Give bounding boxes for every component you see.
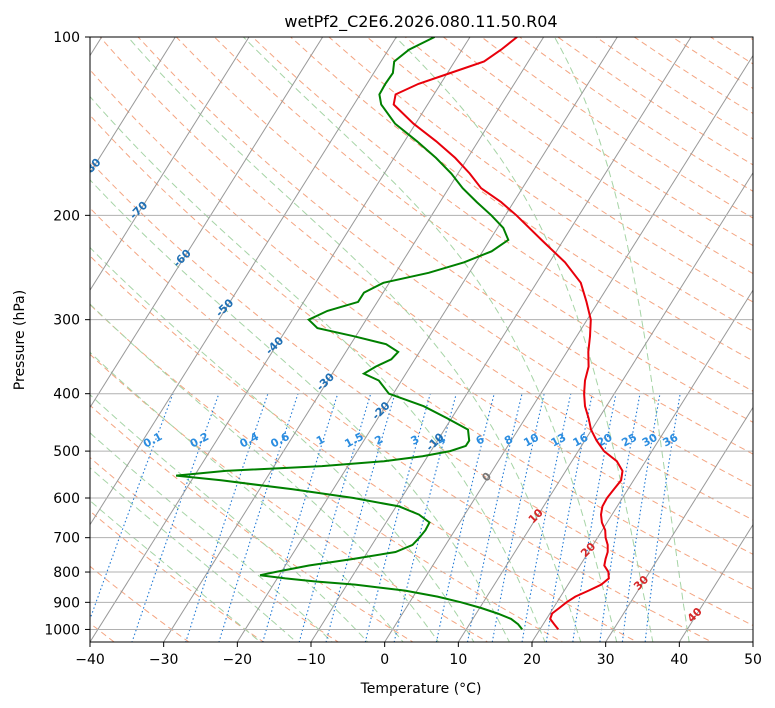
x-tick-label: −40 [75,652,105,668]
isobar-gridlines [90,37,753,630]
x-tick-label: −20 [223,652,253,668]
mixing-ratio-label: 16 [571,431,591,450]
moist-adiabat-20 [90,95,546,642]
dry-adiabat-150 [366,37,753,303]
x-axis-ticks: −40 −30 −20 −10 0 10 20 30 40 50 [75,642,762,668]
isotherm--10 [310,37,692,642]
y-tick-label: 300 [53,313,80,329]
isotherm-0 [384,54,753,642]
dry-adiabat--30 [90,565,190,642]
dry-adiabat-80 [99,37,753,521]
x-tick-label: −30 [149,652,179,668]
temperature-line [392,37,624,631]
mixing-ratio-lines [90,393,681,642]
dry-adiabat--10 [90,456,340,642]
mixing-ratio-line-25 [599,393,641,642]
plot-frame [89,36,754,643]
x-tick-label: 30 [597,652,615,668]
isotherm-30 [605,406,753,642]
isotherm--40 [90,37,471,642]
mixing-ratio-label: 10 [521,431,541,450]
dry-adiabat-100 [175,37,753,455]
moist-adiabat-30 [243,37,618,642]
mixing-ratio-line-10 [491,393,545,642]
dry-adiabat-0 [90,404,414,642]
y-tick-label: 500 [53,444,80,460]
dry-adiabat-30 [90,255,639,642]
mixing-ratio-label: 25 [619,431,639,450]
mixing-ratio-line-0.4 [185,393,269,642]
moist-adiabat-10 [90,246,475,642]
dry-adiabat-90 [137,37,753,488]
moist-adiabat--5 [90,394,369,642]
y-tick-label: 1000 [44,622,80,638]
mixing-ratio-line-30 [621,393,661,642]
dry-adiabat-120 [251,37,753,392]
mixing-ratio-line-0.2 [131,393,220,642]
isotherm--50 [90,37,397,526]
isotherm-10 [457,171,753,642]
dry-adiabat-60 [90,114,753,590]
x-tick-label: 0 [380,652,389,668]
isotherm--80 [90,37,176,174]
y-tick-label: 200 [53,208,80,224]
y-axis-ticks: 100 200 300 400 500 600 700 800 900 1000 [44,30,90,638]
isotherm--30 [163,37,545,642]
mixing-ratio-label: 30 [640,431,660,450]
dry-adiabat-10 [90,353,489,642]
y-tick-label: 700 [53,531,80,547]
mixing-ratio-line-13 [521,393,572,642]
isotherm--60 [90,37,324,409]
isotherm-20 [531,289,753,642]
isotherm--20 [236,37,618,642]
x-tick-label: −10 [296,652,326,668]
isotherms [90,37,753,642]
x-tick-label: 50 [744,652,762,668]
dry-adiabat-50 [90,160,753,627]
mixing-ratio-label: 13 [549,431,569,450]
y-tick-label: 400 [53,387,80,403]
mixing-ratio-line-0.1 [90,393,174,621]
y-tick-label: 100 [53,30,80,46]
mixing-ratio-line-3 [364,393,431,642]
mixing-ratio-line-6 [435,393,495,642]
isotherm--70 [90,37,250,292]
y-axis-title: Pressure (hPa) [12,290,28,390]
y-tick-label: 800 [53,565,80,581]
y-tick-label: 900 [53,595,80,611]
mixing-ratio-line-4 [393,393,457,642]
isotherm-40 [678,523,753,642]
mixing-ratio-line-8 [466,393,523,642]
y-tick-label: 600 [53,491,80,507]
chart-title: wetPf2_C2E6.2026.080.11.50.R04 [284,12,557,32]
mixing-ratio-line-16 [545,393,593,642]
dewpoint-line [175,37,523,631]
mixing-ratio-line-36 [644,393,681,642]
x-tick-label: 20 [523,652,541,668]
dry-adiabat-40 [90,207,713,642]
x-tick-label: 10 [449,652,467,668]
dry-adiabats [90,37,753,642]
dry-adiabat-20 [90,303,564,642]
x-tick-label: 40 [670,652,688,668]
mixing-ratio-label: 36 [661,431,681,450]
dry-adiabat-130 [289,37,753,362]
mixing-ratio-line-20 [572,393,617,642]
x-axis-title: Temperature (°C) [360,681,482,697]
dry-adiabat--20 [90,510,265,642]
